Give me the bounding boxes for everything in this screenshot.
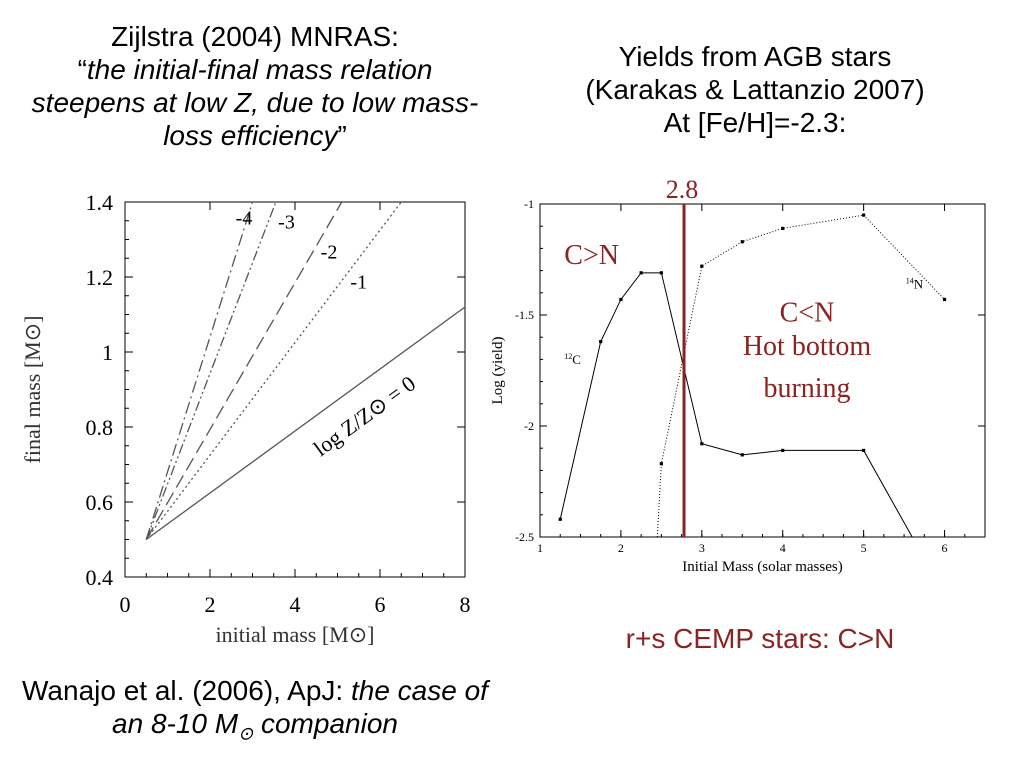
- yields-point: [700, 264, 704, 268]
- yields-xtick-label: 4: [780, 541, 786, 555]
- yields-point: [619, 297, 623, 302]
- yields-xlabel: Initial Mass (solar masses): [682, 559, 842, 575]
- yields-label-c12-element: C: [572, 352, 581, 367]
- ifmr-xlabel: initial mass [M⊙]: [216, 622, 375, 647]
- ifmr-series-line-2: [145, 201, 343, 540]
- yields-point: [558, 517, 562, 521]
- right-title-line1: Yields from AGB stars: [618, 41, 892, 72]
- yields-label-n14: 14N: [906, 276, 924, 291]
- yields-label-n14-mass: 14: [906, 276, 914, 285]
- yields-point: [862, 213, 866, 217]
- yields-point: [942, 297, 947, 302]
- yields-vline-label: 2.8: [666, 175, 699, 204]
- yields-point: [862, 448, 866, 453]
- ifmr-xtick-label: 4: [290, 592, 301, 617]
- ifmr-xtick-label: 6: [375, 592, 386, 617]
- ifmr-series: [145, 201, 466, 541]
- ifmr-ytick-label: 1.4: [86, 190, 114, 215]
- yields-ylabel: Log (yield): [490, 337, 506, 405]
- ifmr-xtick-label: 0: [120, 592, 131, 617]
- yields-xtick-label: 2: [618, 541, 624, 555]
- yields-xtick-label: 1: [537, 541, 543, 555]
- left-title-quote: “the initial-final mass relation steepen…: [20, 53, 490, 152]
- yields-series: [558, 213, 947, 538]
- ifmr-label-m1: -1: [350, 271, 367, 293]
- right-title-line2: (Karakas & Lattanzio 2007): [585, 74, 925, 105]
- yields-label-c12: 12C: [564, 352, 581, 367]
- yields-xtick-label: 6: [942, 541, 948, 555]
- ifmr-label-m2: -2: [321, 241, 338, 263]
- right-title: Yields from AGB stars (Karakas & Lattanz…: [530, 40, 980, 139]
- ifmr-series-line-4: [145, 306, 466, 541]
- yields-ticks: 1 2 3 4 5 6-1-1.5-2-2.5: [515, 197, 985, 555]
- ifmr-label-solar: log Z/Z⊙ = 0: [309, 371, 420, 461]
- footer-left-sub: ⊙: [238, 723, 254, 744]
- yields-point: [740, 453, 744, 457]
- footer-left-italic-end: companion: [253, 708, 398, 739]
- yields-ytick-label: -1.5: [515, 308, 534, 322]
- ifmr-ytick-label: 0.6: [86, 490, 114, 515]
- yields-xtick-label: 3: [699, 541, 705, 555]
- yields-point: [781, 226, 785, 231]
- quote-text: the initial-final mass relation steepens…: [31, 54, 479, 151]
- ifmr-ytick-label: 1.2: [86, 265, 114, 290]
- ifmr-series-line-0: [145, 201, 254, 540]
- ifmr-xtick-label: 2: [205, 592, 216, 617]
- ifmr-label-m4: -4: [236, 208, 253, 230]
- annotation-c-lt-n: C<N: [780, 298, 835, 329]
- annotation-hbb-line2: burning: [763, 373, 850, 404]
- ifmr-series-line-3: [145, 201, 402, 540]
- yields-ytick-label: -2.5: [515, 530, 534, 544]
- left-title-line1: Zijlstra (2004) MNRAS:: [111, 21, 399, 52]
- yields-label-c12-mass: 12: [564, 352, 572, 361]
- ifmr-labels: -4 -3 -2 -1 log Z/Z⊙ = 0 initial mass [M⊙] fin…: [20, 208, 420, 648]
- ifmr-xtick-label: 8: [460, 592, 471, 617]
- footer-left-regular: Wanajo et al. (2006), ApJ:: [22, 675, 351, 706]
- ifmr-chart: 0 2 4 6 8 0.4 0.6 0.8 1 1.2 1.4 -4 -3 -2 -1 log Z/Z⊙ =…: [20, 190, 471, 648]
- ifmr-ticks: 0 2 4 6 8 0.4 0.6 0.8 1 1.2 1.4: [86, 190, 471, 617]
- annotation-hbb-line1: Hot bottom: [743, 331, 872, 362]
- yields-xtick-label: 5: [861, 541, 867, 555]
- yields-point: [659, 271, 663, 275]
- ifmr-ytick-label: 0.8: [86, 415, 114, 440]
- left-title: Zijlstra (2004) MNRAS: “the initial-fina…: [20, 20, 490, 152]
- footer-left: Wanajo et al. (2006), ApJ: the case of a…: [15, 674, 495, 751]
- yields-point: [659, 462, 663, 466]
- yields-ytick-label: -2: [524, 419, 534, 433]
- yields-point: [599, 340, 603, 344]
- yields-label-n14-element: N: [914, 276, 924, 291]
- ifmr-series-line-1: [145, 201, 277, 540]
- annotation-c-gt-n: C>N: [564, 240, 619, 271]
- yields-point: [700, 442, 704, 446]
- footer-left-italic: the case of an 8-10 M: [112, 675, 488, 739]
- ifmr-ytick-label: 1: [102, 340, 113, 365]
- ifmr-label-m3: -3: [278, 211, 295, 233]
- yields-ytick-label: -1: [524, 197, 534, 211]
- quote-close: ”: [337, 120, 347, 151]
- ifmr-ytick-label: 0.4: [86, 565, 114, 590]
- yields-series-line-0: [559, 272, 913, 538]
- yields-point: [740, 240, 744, 244]
- footer-right: r+s CEMP stars: C>N: [625, 623, 895, 654]
- right-title-line3: At [Fe/H]=-2.3:: [663, 107, 847, 138]
- yields-point: [639, 271, 643, 275]
- ifmr-ylabel: final mass [M⊙]: [20, 316, 45, 464]
- yields-point: [781, 448, 785, 453]
- quote-open: “: [77, 54, 87, 85]
